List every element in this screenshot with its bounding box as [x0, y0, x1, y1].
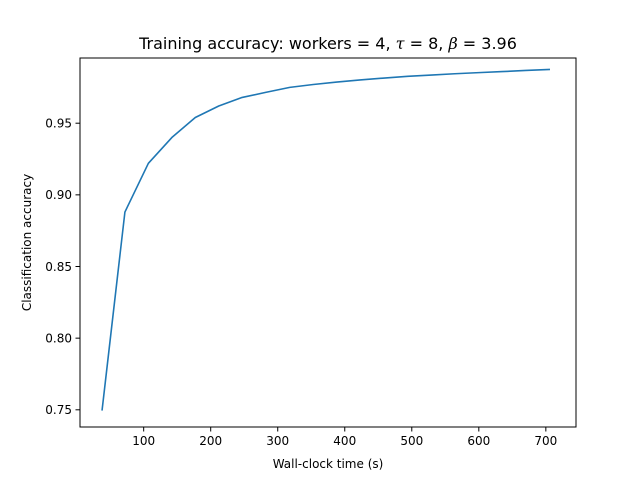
x-tick-label: 600	[467, 434, 490, 448]
x-tick-label: 200	[199, 434, 222, 448]
x-tick-label: 400	[333, 434, 356, 448]
y-tick-label: 0.75	[45, 403, 72, 417]
chart-title: Training accuracy: workers = 4, τ = 8, β…	[138, 34, 517, 53]
series-line-0	[101, 68, 551, 411]
x-tick-label: 300	[266, 434, 289, 448]
plot-frame	[79, 57, 577, 428]
x-tick-label: 100	[132, 434, 155, 448]
x-tick-label: 500	[400, 434, 423, 448]
y-axis-label: Classification accuracy	[20, 174, 34, 311]
x-axis-label: Wall-clock time (s)	[273, 457, 384, 471]
y-tick-label: 0.85	[45, 260, 72, 274]
y-tick-label: 0.95	[45, 117, 72, 131]
y-tick-label: 0.80	[45, 331, 72, 345]
y-tick-label: 0.90	[45, 188, 72, 202]
x-tick-label: 700	[534, 434, 557, 448]
